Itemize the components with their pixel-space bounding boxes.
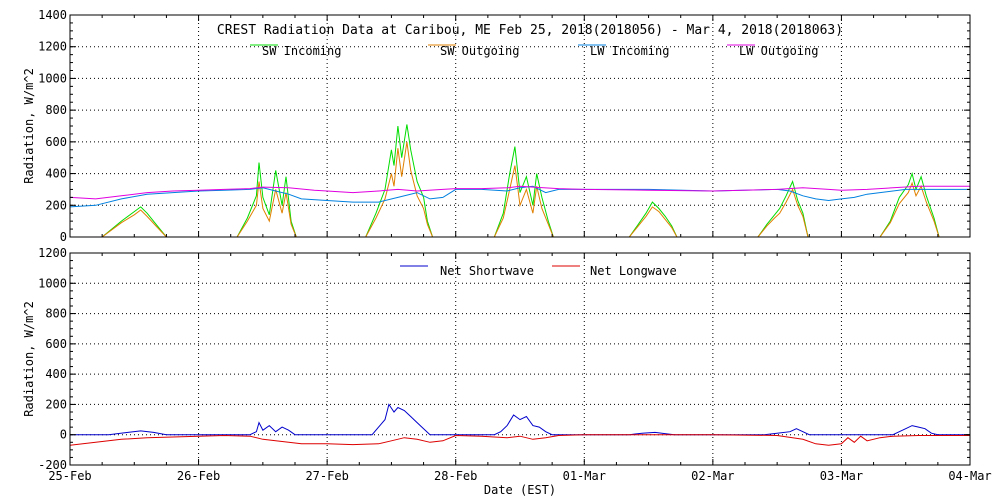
top-series-group — [69, 124, 970, 238]
x-tick-label: 03-Mar — [820, 469, 863, 483]
legend-label-sw-incoming: SW Incoming — [262, 44, 341, 58]
x-tick-label: 28-Feb — [434, 469, 477, 483]
top-y-tick-label: 1400 — [38, 8, 67, 22]
bottom-panel: -200 0 200 400 600 800 1000 1200 25-Feb 26-Feb 27… — [22, 246, 992, 497]
series-line-lw-outgoing — [69, 185, 970, 200]
legend-label-net-longwave: Net Longwave — [590, 264, 677, 278]
bottom-series-group — [69, 403, 970, 446]
bottom-y-tick-label: 600 — [45, 337, 67, 351]
bottom-y-tick-label: 1000 — [38, 276, 67, 290]
top-y-tick-label: 800 — [45, 103, 67, 117]
top-panel: 0 200 400 600 800 1000 1200 1400 Radiation, W/m… — [22, 8, 971, 244]
bottom-y-tick-label: 1200 — [38, 246, 67, 260]
x-tick-label: 02-Mar — [691, 469, 734, 483]
bottom-x-ticks: 25-Feb 26-Feb 27-Feb 28-Feb 01-Mar 02-Mar 03-M… — [48, 469, 991, 483]
chart-title: CREST Radiation Data at Caribou, ME Feb … — [217, 23, 843, 38]
top-y-tick-label: 1000 — [38, 71, 67, 85]
bottom-y-tick-label: -200 — [38, 458, 67, 472]
bottom-legend: Net Shortwave Net Longwave — [400, 264, 677, 278]
bottom-y-tick-label: 400 — [45, 367, 67, 381]
bottom-plot-frame — [69, 252, 971, 466]
top-y-ticks: 0 200 400 600 800 1000 1200 1400 — [38, 8, 971, 244]
bottom-y-tick-label: 0 — [60, 428, 67, 442]
top-legend: SW Incoming SW Outgoing LW Incoming LW O… — [250, 44, 818, 58]
bottom-y-tick-label: 200 — [45, 397, 67, 411]
series-line-net-shortwave — [70, 403, 970, 436]
legend-label-lw-outgoing: LW Outgoing — [739, 44, 818, 58]
bottom-grid — [70, 253, 970, 465]
x-tick-label: 26-Feb — [177, 469, 220, 483]
legend-label-sw-outgoing: SW Outgoing — [440, 44, 519, 58]
top-y-axis-label: Radiation, W/m^2 — [22, 68, 36, 184]
series-line-sw-outgoing — [70, 141, 970, 238]
top-y-tick-label: 600 — [45, 135, 67, 149]
series-line-sw-incoming — [70, 124, 970, 238]
bottom-y-ticks: -200 0 200 400 600 800 1000 1200 — [38, 246, 971, 472]
series-line-lw-incoming — [69, 185, 970, 208]
x-tick-label: 04-Mar — [948, 469, 991, 483]
x-tick-label: 25-Feb — [48, 469, 91, 483]
legend-label-lw-incoming: LW Incoming — [590, 44, 669, 58]
x-tick-label: 01-Mar — [563, 469, 606, 483]
legend-label-net-shortwave: Net Shortwave — [440, 264, 534, 278]
series-line-net-longwave — [69, 434, 970, 446]
x-tick-label: 27-Feb — [305, 469, 348, 483]
top-grid — [70, 15, 970, 237]
bottom-y-tick-label: 800 — [45, 307, 67, 321]
top-y-tick-label: 400 — [45, 167, 67, 181]
bottom-y-axis-label: Radiation, W/m^2 — [22, 301, 36, 417]
top-y-tick-label: 200 — [45, 198, 67, 212]
top-y-tick-label: 1200 — [38, 40, 67, 54]
x-axis-label: Date (EST) — [484, 483, 556, 497]
top-y-tick-label: 0 — [60, 230, 67, 244]
